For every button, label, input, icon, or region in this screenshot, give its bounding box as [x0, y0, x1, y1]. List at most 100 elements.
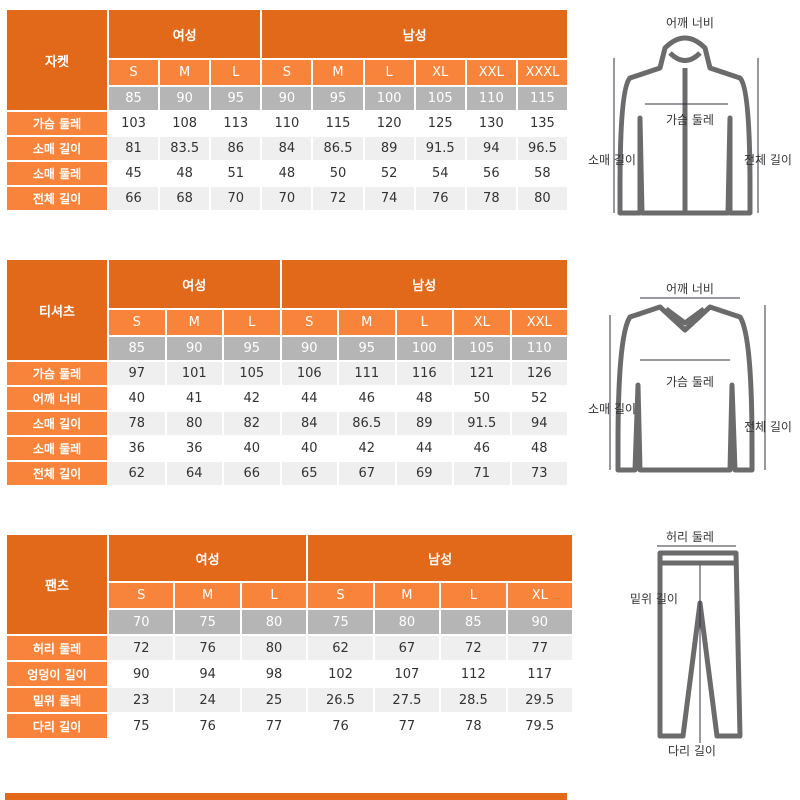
row-label: 전체 길이 — [7, 462, 107, 485]
men-header: 남성 — [308, 535, 572, 581]
size-number-row: 70 75 80 75 80 85 90 — [7, 610, 572, 634]
value-cell: 80 — [517, 187, 567, 210]
value-cell: 76 — [199, 718, 216, 734]
value-cell: 40 — [243, 441, 261, 456]
value-cell: 105 — [224, 362, 280, 385]
size-number-cell: 90 — [160, 87, 210, 110]
jacket-sleeve-label: 소매 길이 — [588, 153, 636, 167]
size-cell: S — [109, 60, 159, 85]
size-cell: M — [160, 60, 210, 85]
value-cell: 102 — [328, 666, 353, 682]
value-cell: 54 — [431, 166, 449, 181]
value-cell: 48 — [278, 166, 296, 181]
value-cell: 44 — [415, 441, 433, 456]
value-cell: 52 — [530, 391, 548, 406]
gender-header-row: 자켓 여성 남성 — [7, 10, 567, 110]
value-cell: 65 — [281, 462, 337, 485]
value-cell: 77 — [265, 718, 283, 734]
size-number-cell: 110 — [511, 337, 567, 360]
row-label: 가슴 둘레 — [7, 362, 107, 385]
value-cell: 42 — [243, 391, 261, 406]
size-number-cell: 105 — [415, 87, 465, 110]
row-label: 소매 둘레 — [7, 437, 107, 460]
value-cell: 48 — [530, 441, 548, 456]
table-row: 소매 길이 78 80 82 84 86.5 89 91.5 94 — [7, 412, 567, 435]
value-cell: 70 — [211, 187, 261, 210]
value-cell: 117 — [527, 666, 553, 682]
value-cell: 106 — [281, 362, 337, 385]
table-row: 소매 길이 81 83.5 86 84 86.5 89 91.5 94 96.5 — [7, 137, 567, 160]
table-row: 전체 길이 62 64 66 65 67 69 71 73 — [7, 462, 567, 485]
value-cell: 76 — [415, 187, 465, 210]
size-number-cell: 80 — [241, 610, 307, 634]
women-header: 여성 — [109, 10, 261, 58]
value-cell: 44 — [300, 391, 318, 406]
value-cell: 75 — [132, 718, 150, 734]
size-cell: XL — [415, 60, 465, 85]
value-cell: 84 — [262, 137, 312, 160]
value-cell: 108 — [172, 116, 198, 131]
category-label: 팬츠 — [7, 535, 107, 634]
size-cell: XXL — [511, 310, 567, 335]
table-row: 전체 길이 66 68 70 70 72 74 76 78 80 — [7, 187, 567, 210]
jacket-illustration — [613, 35, 759, 216]
size-number-cell: 90 — [166, 337, 222, 360]
value-cell: 50 — [329, 166, 347, 181]
size-number-cell: 100 — [396, 337, 452, 360]
value-cell: 28.5 — [441, 688, 506, 712]
jacket-chest-label: 가슴 둘레 — [666, 113, 714, 127]
size-cell: L — [396, 310, 452, 335]
value-cell: 40 — [300, 441, 318, 456]
value-cell: 86 — [211, 137, 261, 160]
size-number-cell: 75 — [175, 610, 240, 634]
value-cell: 96.5 — [517, 137, 567, 160]
size-cell: XL — [454, 310, 510, 335]
size-cell: S — [109, 583, 174, 608]
row-label: 전체 길이 — [7, 187, 107, 210]
value-cell: 84 — [281, 412, 337, 435]
value-cell: 90 — [132, 666, 150, 682]
value-cell: 41 — [185, 391, 203, 406]
value-cell: 76 — [175, 636, 240, 660]
value-cell: 130 — [478, 116, 504, 131]
value-cell: 91.5 — [454, 412, 510, 435]
pants-rise-label: 밑위 길이 — [630, 592, 678, 606]
value-cell: 62 — [109, 462, 165, 485]
value-cell: 80 — [241, 636, 307, 660]
value-cell: 67 — [374, 636, 440, 660]
size-number-cell: 105 — [454, 337, 510, 360]
size-cell: XXXL — [517, 60, 567, 85]
value-cell: 94 — [511, 412, 567, 435]
size-cell: S — [308, 583, 373, 608]
value-cell: 48 — [415, 391, 433, 406]
tshirt-shoulder-label: 어깨 너비 — [666, 282, 714, 296]
next-table-header — [5, 793, 567, 800]
value-cell: 89 — [364, 137, 414, 160]
value-cell: 48 — [176, 166, 193, 181]
table-row: 소매 둘레 36 36 40 40 42 44 46 48 — [7, 437, 567, 460]
value-cell: 103 — [121, 116, 146, 131]
size-number-cell: 95 — [224, 337, 280, 360]
table-row: 엉덩이 길이 90 94 98 102 107 112 117 — [7, 662, 572, 686]
value-cell: 40 — [128, 391, 146, 406]
value-cell: 25 — [241, 688, 307, 712]
size-number-cell: 110 — [466, 87, 516, 110]
value-cell: 77 — [398, 718, 416, 734]
table-row: 소매 둘레 45 48 51 48 50 52 54 56 58 — [7, 162, 567, 185]
size-cell: M — [339, 310, 395, 335]
value-cell: 81 — [109, 137, 159, 160]
size-number-cell: 75 — [308, 610, 373, 634]
value-cell: 69 — [396, 462, 452, 485]
category-label: 자켓 — [7, 10, 107, 110]
value-cell: 82 — [224, 412, 280, 435]
size-number-cell: 85 — [441, 610, 506, 634]
row-label: 밑위 둘레 — [7, 688, 107, 712]
tshirt-illustration — [609, 297, 766, 473]
value-cell: 94 — [466, 137, 516, 160]
size-cell: L — [441, 583, 506, 608]
jacket-length-label: 전체 길이 — [744, 153, 792, 167]
row-label: 허리 둘레 — [7, 636, 107, 660]
category-label: 티셔츠 — [7, 260, 107, 360]
size-number-cell: 115 — [517, 87, 567, 110]
jacket-shoulder-label: 어깨 너비 — [666, 16, 714, 30]
